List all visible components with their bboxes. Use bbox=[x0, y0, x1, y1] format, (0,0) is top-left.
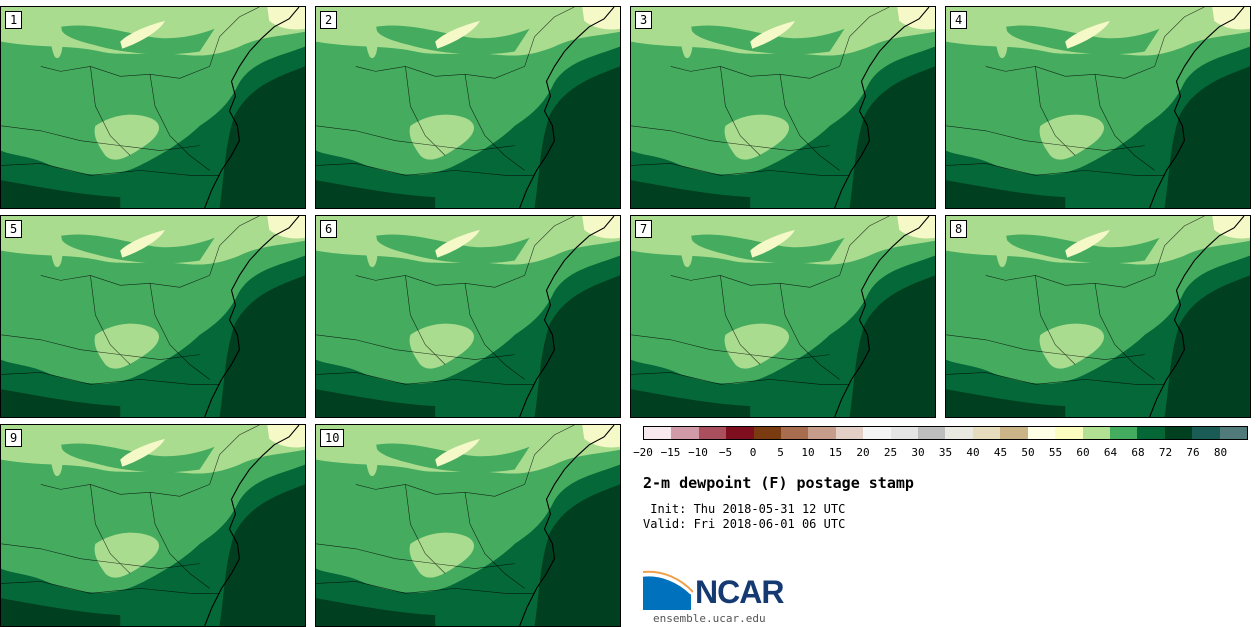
colorbar-tick-label: 20 bbox=[856, 446, 870, 459]
colorbar-swatch bbox=[1000, 427, 1028, 439]
colorbar-tick-label: 15 bbox=[828, 446, 843, 459]
dewpoint-map bbox=[1, 216, 305, 417]
colorbar-tick-label: 60 bbox=[1076, 446, 1090, 459]
ensemble-member-panel: 5 bbox=[0, 215, 306, 418]
colorbar-tick-label: 35 bbox=[938, 446, 953, 459]
ensemble-member-panel: 9 bbox=[0, 424, 306, 627]
ensemble-member-panel: 2 bbox=[315, 6, 621, 209]
dewpoint-map bbox=[631, 7, 935, 208]
colorbar-tick-label: 25 bbox=[883, 446, 898, 459]
colorbar-tick-label: 72 bbox=[1158, 446, 1173, 459]
ensemble-member-panel: 7 bbox=[630, 215, 936, 418]
ensemble-member-panel: 1 bbox=[0, 6, 306, 209]
colorbar-swatch bbox=[918, 427, 946, 439]
ensemble-member-panel: 6 bbox=[315, 215, 621, 418]
colorbar-tick-label: 55 bbox=[1048, 446, 1063, 459]
colorbar-ticks: −20 −15 −10 −5 0 5 10 15 20 25 30 35 40 45 50 55 60 64 68 7… bbox=[633, 446, 1248, 460]
colorbar-tick-label: 80 bbox=[1213, 446, 1228, 459]
ensemble-member-panel: 4 bbox=[945, 6, 1251, 209]
colorbar-tick-label: 30 bbox=[911, 446, 925, 459]
ncar-logo: NCAR bbox=[643, 570, 803, 615]
colorbar-tick-label: 45 bbox=[993, 446, 1008, 459]
colorbar-swatch bbox=[781, 427, 809, 439]
colorbar-tick-label: 5 bbox=[777, 446, 784, 459]
colorbar-swatch bbox=[1219, 427, 1247, 439]
colorbar-swatch bbox=[698, 427, 727, 439]
dewpoint-map bbox=[316, 216, 620, 417]
colorbar-tick-label: 76 bbox=[1186, 446, 1200, 459]
site-url: ensemble.ucar.edu bbox=[653, 612, 766, 625]
colorbar-swatch bbox=[1082, 427, 1110, 439]
colorbar-swatch bbox=[972, 427, 1001, 439]
colorbar-swatch bbox=[1055, 427, 1083, 439]
colorbar-tick-label: −20 bbox=[633, 446, 653, 459]
member-label: 6 bbox=[320, 220, 338, 238]
product-title: 2-m dewpoint (F) postage stamp bbox=[643, 474, 914, 492]
member-label: 7 bbox=[635, 220, 653, 238]
colorbar-swatch bbox=[1192, 427, 1220, 439]
dewpoint-map bbox=[316, 425, 620, 626]
valid-time: Valid: Fri 2018-06-01 06 UTC bbox=[643, 517, 846, 531]
ensemble-member-panel: 10 bbox=[315, 424, 621, 627]
colorbar-tick-label: −10 bbox=[688, 446, 708, 459]
colorbar-swatch bbox=[863, 427, 891, 439]
colorbar-swatch bbox=[753, 427, 782, 439]
member-label: 5 bbox=[5, 220, 23, 238]
colorbar-swatch bbox=[890, 427, 919, 439]
colorbar-swatch bbox=[1164, 427, 1193, 439]
dewpoint-map bbox=[316, 7, 620, 208]
colorbar-swatch bbox=[1109, 427, 1138, 439]
colorbar-tick-label: 50 bbox=[1021, 446, 1035, 459]
colorbar bbox=[643, 426, 1248, 440]
member-label: 2 bbox=[320, 11, 338, 29]
colorbar-tick-label: 40 bbox=[966, 446, 980, 459]
ncar-logo-text: NCAR bbox=[695, 574, 784, 610]
colorbar-swatch bbox=[1027, 427, 1056, 439]
colorbar-swatch bbox=[644, 427, 672, 439]
ensemble-member-panel: 8 bbox=[945, 215, 1251, 418]
colorbar-swatch bbox=[835, 427, 864, 439]
colorbar-tick-label: 10 bbox=[801, 446, 815, 459]
colorbar-swatch bbox=[726, 427, 754, 439]
colorbar-swatch bbox=[671, 427, 699, 439]
dewpoint-map bbox=[1, 7, 305, 208]
init-time: Init: Thu 2018-05-31 12 UTC bbox=[643, 502, 846, 516]
ensemble-member-panel: 3 bbox=[630, 6, 936, 209]
colorbar-swatch bbox=[945, 427, 973, 439]
dewpoint-map bbox=[946, 216, 1250, 417]
colorbar-tick-label: 64 bbox=[1103, 446, 1118, 459]
colorbar-swatch bbox=[808, 427, 836, 439]
dewpoint-map bbox=[631, 216, 935, 417]
colorbar-tick-label: −5 bbox=[718, 446, 733, 459]
ncar-logo-icon bbox=[643, 570, 693, 610]
member-label: 3 bbox=[635, 11, 653, 29]
colorbar-swatch bbox=[1137, 427, 1165, 439]
member-label: 9 bbox=[5, 429, 23, 447]
colorbar-tick-label: 0 bbox=[749, 446, 757, 459]
colorbar-tick-label: −15 bbox=[660, 446, 681, 459]
dewpoint-map bbox=[1, 425, 305, 626]
dewpoint-map bbox=[946, 7, 1250, 208]
member-label: 10 bbox=[320, 429, 345, 447]
member-label: 4 bbox=[950, 11, 968, 29]
colorbar-tick-label: 68 bbox=[1131, 446, 1145, 459]
member-label: 1 bbox=[5, 11, 23, 29]
member-label: 8 bbox=[950, 220, 968, 238]
